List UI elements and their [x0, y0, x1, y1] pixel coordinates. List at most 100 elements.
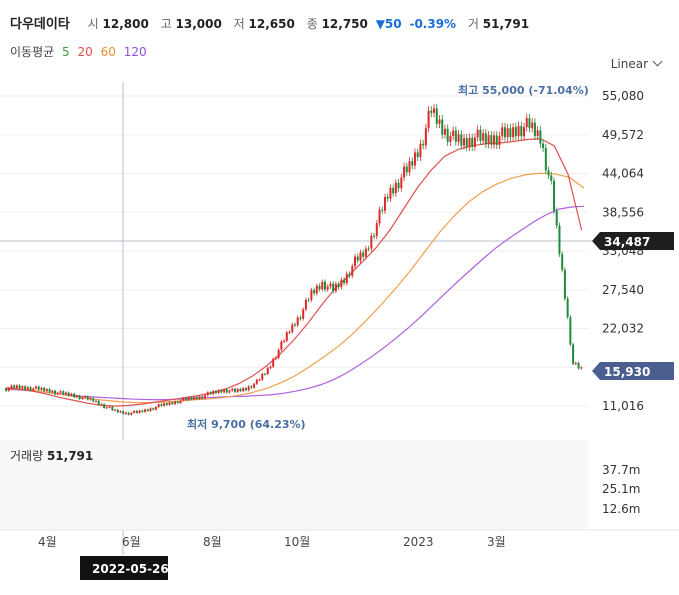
- ma5-legend: 5: [62, 45, 70, 59]
- candle-body: [114, 409, 117, 411]
- candle-body: [468, 137, 471, 148]
- candle-body: [370, 235, 373, 249]
- candle-body: [334, 283, 337, 292]
- candle-body: [124, 412, 127, 414]
- candle-body: [255, 379, 258, 384]
- candle-body: [89, 398, 92, 400]
- candle-body: [86, 396, 89, 400]
- y-tick-label: 44,064: [602, 167, 644, 181]
- candle-body: [168, 402, 171, 405]
- moving-average-legend: 이동평균 5 20 60 120: [10, 43, 151, 60]
- candle-body: [214, 391, 217, 394]
- candle-body: [433, 108, 436, 113]
- candle-body: [471, 137, 474, 147]
- candle-body: [304, 299, 307, 310]
- candle-body: [430, 110, 433, 113]
- candle-body: [94, 400, 97, 402]
- candle-body: [473, 137, 476, 147]
- candle-body: [558, 225, 561, 255]
- candle-body: [198, 396, 201, 399]
- candle-body: [563, 269, 566, 299]
- y-tick-label: 55,080: [602, 89, 644, 103]
- candle-body: [122, 411, 125, 414]
- candle-body: [375, 223, 378, 237]
- scale-label: Linear: [610, 57, 648, 71]
- candle-body: [463, 138, 466, 146]
- candle-body: [231, 388, 234, 391]
- candle-body: [517, 126, 520, 137]
- candle-body: [348, 273, 351, 276]
- candle-body: [490, 135, 493, 145]
- candle-body: [381, 209, 384, 211]
- crosshair-price: 34,487: [604, 235, 650, 249]
- low-label: 저: [233, 17, 245, 31]
- volume-tick-3: 12.6m: [602, 502, 640, 516]
- candle-body: [116, 409, 119, 413]
- candle-body: [264, 373, 267, 375]
- candle-body: [531, 122, 534, 129]
- candle-body: [569, 317, 572, 345]
- candle-body: [315, 285, 318, 294]
- ma-polyline: [5, 172, 585, 404]
- candle-body: [506, 128, 509, 138]
- candle-body: [144, 409, 147, 412]
- candle-body: [533, 122, 536, 136]
- candle-body: [419, 143, 422, 158]
- candle-body: [332, 283, 335, 292]
- candle-body: [165, 403, 168, 405]
- candle-body: [135, 410, 138, 413]
- candle-body: [269, 366, 272, 369]
- candle-body: [547, 170, 550, 176]
- candle-body: [392, 188, 395, 194]
- candle-body: [92, 398, 95, 402]
- close-value: 12,750: [321, 17, 368, 31]
- candle-body: [460, 134, 463, 146]
- candle-body: [476, 129, 479, 138]
- candle-body: [318, 285, 321, 290]
- scale-dropdown[interactable]: Linear: [610, 56, 663, 71]
- candle-body: [400, 177, 403, 189]
- candle-body: [302, 309, 305, 319]
- candle-body: [326, 286, 329, 290]
- candle-body: [32, 388, 35, 391]
- crosshair-price-pill: [592, 232, 674, 250]
- candle-body: [454, 130, 457, 142]
- candle-body: [313, 290, 316, 294]
- candle-body: [15, 385, 18, 389]
- crosshair-date: 2022-05-26: [92, 562, 169, 576]
- volume-tick-2: 25.1m: [602, 482, 640, 496]
- candle-body: [329, 283, 332, 287]
- candle-body: [193, 396, 196, 400]
- candle-body: [111, 406, 114, 411]
- candle-body: [54, 390, 57, 395]
- candle-body: [100, 404, 103, 406]
- candle-body: [345, 273, 348, 284]
- candle-body: [182, 397, 185, 401]
- candle-body: [353, 256, 356, 267]
- candle-body: [206, 392, 209, 396]
- candle-body: [45, 389, 48, 392]
- candle-body: [438, 119, 441, 124]
- ma20-legend: 20: [77, 45, 93, 59]
- y-tick-label: 38,556: [602, 205, 644, 219]
- candle-body: [105, 407, 108, 409]
- candle-body: [234, 388, 237, 392]
- candle-body: [179, 400, 182, 404]
- candle-body: [356, 256, 359, 261]
- candle-body: [108, 406, 111, 408]
- x-tick-oct: 10월: [284, 535, 310, 549]
- candle-body: [70, 393, 73, 396]
- candle-body: [367, 248, 370, 250]
- candle-body: [73, 393, 76, 398]
- candle-body: [351, 266, 354, 276]
- open-value: 12,800: [102, 17, 149, 31]
- candle-body: [244, 388, 247, 391]
- candle-body: [274, 357, 277, 359]
- candle-body: [171, 402, 174, 405]
- candle-body: [220, 390, 223, 393]
- candle-body: [364, 248, 367, 257]
- candle-body: [10, 385, 13, 389]
- candle-body: [512, 127, 515, 138]
- candle-body: [29, 387, 32, 391]
